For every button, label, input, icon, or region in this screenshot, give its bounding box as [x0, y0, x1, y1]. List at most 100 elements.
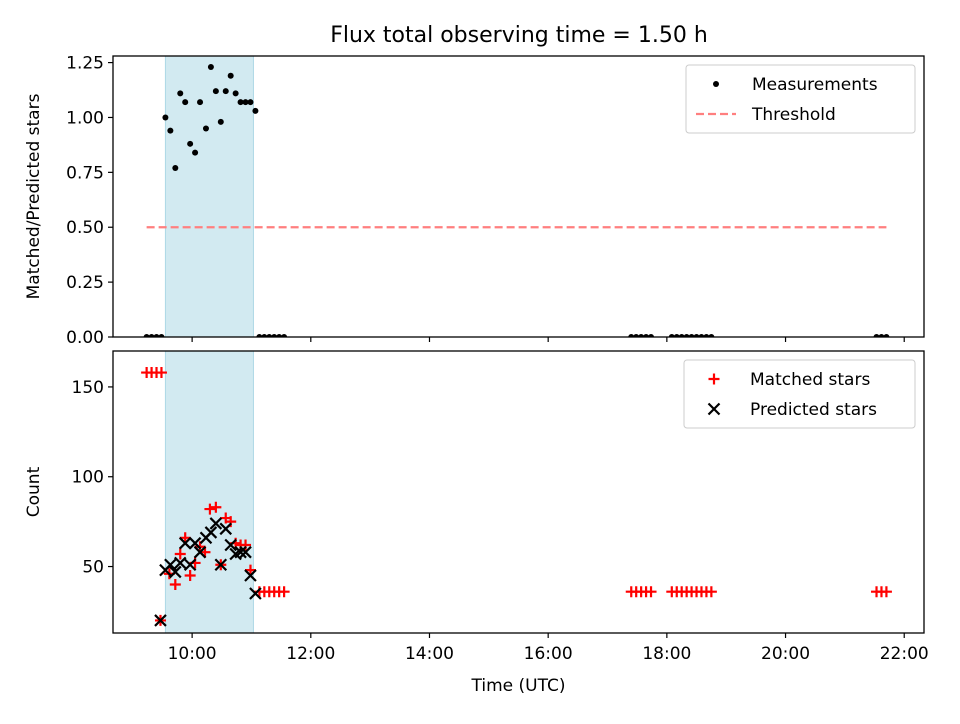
x-tick-label: 18:00	[642, 644, 691, 664]
x-tick-label: 20:00	[761, 644, 810, 664]
measurement-point	[187, 140, 194, 147]
legend-label: Threshold	[751, 105, 836, 125]
measurement-point	[683, 334, 690, 337]
legend-matched-swatch	[708, 373, 720, 385]
measurement-point	[237, 99, 244, 106]
legend-label: Measurements	[752, 75, 878, 95]
plot-area-bottom	[141, 367, 892, 627]
predicted-star-point	[164, 558, 177, 572]
axes-frame-top	[112, 55, 925, 338]
predicted-star-point	[249, 587, 262, 600]
predicted-star-point	[173, 556, 187, 570]
predicted-star-point	[219, 522, 233, 536]
predicted-star-point	[214, 558, 228, 572]
predicted-star-point	[244, 569, 257, 582]
measurement-point	[148, 334, 155, 337]
legend-label: Matched stars	[750, 370, 870, 390]
y-tick-label: 0.75	[66, 163, 104, 183]
chart-title: Flux total observing time = 1.50 h	[330, 23, 708, 48]
axes-frame-bottom	[112, 350, 925, 634]
measurement-point	[698, 334, 705, 337]
measurement-point	[673, 334, 680, 337]
matched-star-point	[179, 532, 191, 544]
measurement-point	[266, 334, 273, 337]
measurement-point	[638, 334, 645, 337]
measurement-point	[281, 334, 288, 337]
measurement-point	[197, 99, 204, 106]
y-axis-label: Matched/Predicted stars	[24, 93, 44, 299]
predicted-star-point	[193, 545, 207, 559]
measurement-point	[252, 107, 259, 114]
measurement-point	[247, 99, 254, 106]
measurement-point	[688, 334, 695, 337]
matched-star-point	[244, 564, 256, 576]
matched-star-point	[174, 548, 186, 560]
measurement-point	[678, 334, 685, 337]
panel-bottom: 50 100 150 10:00 12:00 14:00 16:00 18:00 20:00 22…	[24, 350, 929, 696]
measurement-point	[878, 334, 885, 337]
x-tick-label: 10:00	[168, 644, 217, 664]
matched-star-point	[880, 586, 892, 598]
measurement-point	[708, 334, 715, 337]
predicted-star-point	[224, 538, 237, 552]
legend-bottom: Matched stars Predicted stars	[683, 359, 916, 429]
measurement-point	[217, 118, 224, 125]
legend-box	[683, 359, 916, 429]
x-tick-label: 22:00	[880, 644, 929, 664]
measurement-point	[212, 88, 219, 95]
y-tick-label: 150	[72, 378, 104, 398]
x-axis-label: Time (UTC)	[471, 676, 566, 696]
predicted-star-point	[234, 545, 247, 559]
y-tick-label: 0.50	[66, 218, 104, 238]
predicted-star-point	[169, 565, 182, 579]
measurement-point	[177, 90, 184, 97]
y-axis-label: Count	[24, 466, 44, 517]
y-tick-label: 1.00	[66, 108, 104, 128]
measurement-point	[873, 334, 880, 337]
measurement-point	[643, 334, 650, 337]
predicted-star-point	[239, 545, 252, 559]
matched-star-point	[204, 503, 216, 515]
measurement-point	[648, 334, 655, 337]
matched-star-point	[155, 367, 167, 379]
legend-measurement-swatch	[713, 81, 719, 87]
measurement-point	[167, 127, 174, 134]
measurement-point	[158, 334, 165, 337]
measurement-point	[153, 334, 160, 337]
legend-label: Predicted stars	[750, 400, 877, 420]
measurement-point	[207, 63, 214, 70]
y-tick-label: 0.00	[66, 328, 104, 348]
legend-top: Measurements Threshold	[685, 64, 916, 134]
measurement-point	[172, 164, 179, 171]
measurement-point	[668, 334, 675, 337]
y-tick-label: 50	[82, 558, 104, 578]
measurement-point	[883, 334, 890, 337]
measurement-point	[222, 88, 229, 95]
x-tick-label: 12:00	[286, 644, 335, 664]
measurement-point	[232, 90, 239, 97]
legend-box	[685, 64, 916, 134]
y-tick-label: 0.25	[66, 273, 104, 293]
observing-window-span	[164, 350, 254, 634]
measurement-point	[633, 334, 640, 337]
measurement-point	[202, 125, 209, 132]
predicted-star-point	[204, 526, 218, 539]
matched-star-point	[184, 570, 196, 582]
measurement-point	[628, 334, 635, 337]
measurement-point	[276, 334, 283, 337]
matched-star-point	[645, 586, 657, 598]
predicted-star-point	[183, 558, 197, 572]
measurement-point	[192, 149, 199, 156]
plot-area-top	[143, 63, 890, 337]
measurement-point	[227, 72, 234, 79]
measurement-point	[143, 334, 150, 337]
predicted-star-point	[188, 536, 202, 550]
matched-star-point	[210, 501, 222, 513]
matched-star-point	[278, 586, 290, 598]
x-tick-label: 14:00	[405, 644, 454, 664]
measurement-point	[162, 114, 169, 121]
panel-top: 0.00 0.25 0.50 0.75 1.00 1.25 Matched/Predicte…	[24, 54, 925, 348]
y-tick-label: 1.25	[66, 54, 104, 74]
predicted-star-point	[178, 536, 192, 550]
